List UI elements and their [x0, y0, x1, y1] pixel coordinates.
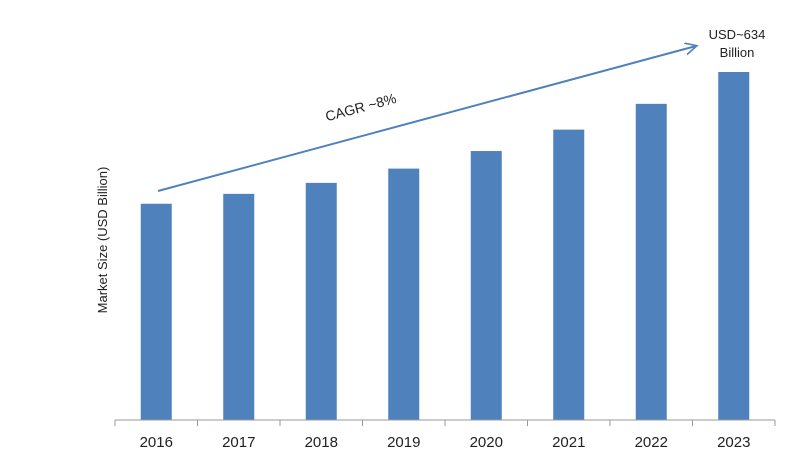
- x-tick-label: 2022: [635, 434, 668, 451]
- x-tick-label: 2023: [717, 434, 750, 451]
- y-axis-label: Market Size (USD Billion): [95, 167, 110, 314]
- x-tick-label: 2016: [140, 434, 173, 451]
- end-value-label-line1: USD~634: [709, 27, 766, 42]
- bar-2020: [470, 151, 502, 420]
- end-value-label-line2: Billion: [720, 45, 755, 60]
- bar-2018: [305, 182, 337, 420]
- x-tick-label: 2020: [470, 434, 503, 451]
- x-tick-label: 2021: [552, 434, 585, 451]
- x-tick-label: 2017: [222, 434, 255, 451]
- bar-2021: [553, 129, 585, 420]
- bar-2023: [718, 72, 750, 420]
- bar-2022: [635, 103, 667, 420]
- cagr-label: CAGR ~8%: [323, 90, 397, 124]
- x-tick-label: 2019: [387, 434, 420, 451]
- bar-2016: [140, 203, 172, 420]
- bar-2017: [223, 193, 255, 420]
- x-tick-label: 2018: [305, 434, 338, 451]
- bar-2019: [388, 168, 420, 420]
- cagr-arrow: [157, 46, 696, 192]
